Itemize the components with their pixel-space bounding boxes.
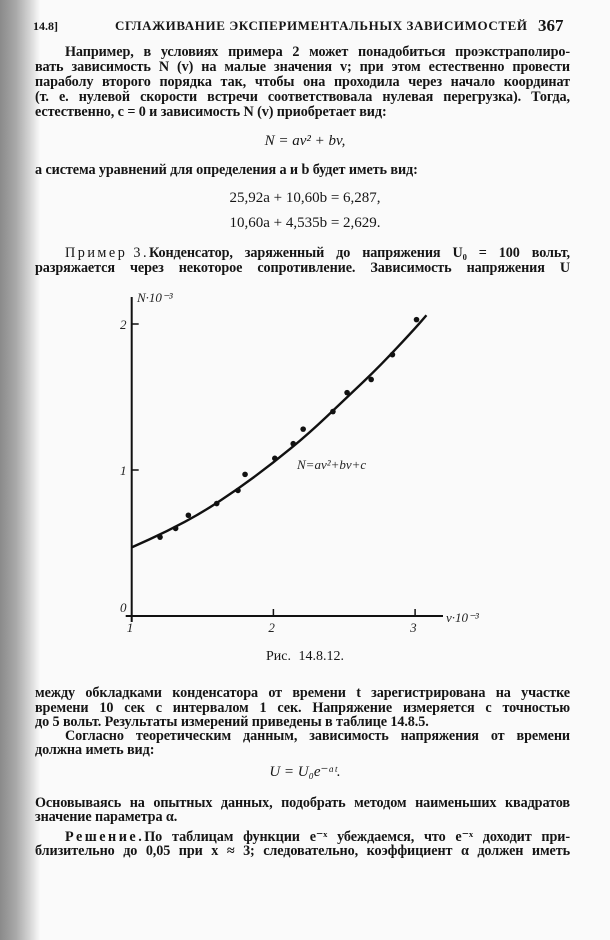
data-point	[300, 426, 306, 432]
text-span: Конденсатор, заряженный до напряжения U₀…	[149, 245, 570, 261]
text-line: должна иметь вид:	[35, 742, 155, 758]
text-line: близительно до 0,05 при x ≈ 3; следовате…	[35, 843, 570, 859]
fit-curve	[131, 314, 428, 549]
text-line: между обкладками конденсатора от времени…	[35, 685, 570, 701]
text-line: естественно, c = 0 и зависимость N (v) п…	[35, 104, 387, 120]
data-point	[272, 455, 278, 462]
text-line: значение параметра α.	[35, 809, 178, 825]
text-line: до 5 вольт. Результаты измерений приведе…	[35, 714, 429, 730]
running-title: СГЛАЖИВАНИЕ ЭКСПЕРИМЕНТАЛЬНЫХ ЗАВИСИМОСТ…	[115, 18, 528, 33]
text-line: параболу второго порядка так, чтобы она …	[35, 74, 570, 90]
equation: 25,92a + 10,60b = 6,287,	[229, 190, 381, 206]
x-tick-label: 2	[268, 620, 275, 635]
y-tick-label: 0	[120, 600, 127, 615]
equation: U = U₀e⁻ᵅᵗ.	[269, 764, 341, 780]
data-point	[344, 389, 350, 396]
equation: 10,60a + 4,535b = 2,629.	[229, 215, 381, 231]
data-point	[290, 440, 297, 447]
y-tick-label: 2	[120, 317, 127, 332]
section-number: 14.8]	[33, 19, 58, 33]
text-line: Согласно теоретическим данным, зависимос…	[65, 728, 570, 744]
text-line: Например, в условиях примера 2 может пон…	[65, 44, 570, 60]
data-point	[157, 534, 163, 540]
text-line: разряжается через некоторое сопротивлени…	[35, 260, 570, 276]
text-line: времени 10 сек с интервалом 1 сек. Напря…	[35, 700, 570, 716]
text-line: Решение. По таблицам функции e⁻ˣ убеждае…	[35, 829, 570, 845]
figure-caption: Рис. 14.8.12.	[266, 649, 344, 664]
page-number: 367	[538, 16, 564, 35]
text-line: Пример 3. Конденсатор, заряженный до нап…	[35, 245, 570, 261]
x-tick-label: 3	[409, 620, 417, 635]
data-point	[185, 512, 192, 519]
x-tick-label: 1	[127, 620, 134, 635]
text-line: вать зависимость N (v) на малые значения…	[35, 59, 570, 75]
data-point	[413, 316, 420, 323]
page-binding-shadow	[0, 0, 40, 940]
data-point	[242, 471, 248, 478]
x-axis-label: v·10⁻³	[446, 610, 480, 625]
example-label: Пример 3.	[65, 245, 149, 261]
data-point	[330, 408, 336, 415]
curve-annotation: N=av²+bv+c	[296, 457, 366, 472]
data-point	[213, 500, 220, 507]
data-point	[235, 487, 241, 494]
data-point	[172, 525, 179, 532]
data-point	[368, 376, 374, 383]
equation: N = av² + bv,	[264, 133, 346, 149]
solution-label: Решение.	[65, 829, 145, 845]
y-tick-label: 1	[120, 463, 127, 478]
text-span: По таблицам функции e⁻ˣ убеждаемся, что …	[144, 829, 570, 845]
text-line: а система уравнений для определения a и …	[35, 162, 418, 178]
text-line: Основываясь на опытных данных, подобрать…	[35, 795, 570, 811]
y-axis-label: N·10⁻³	[136, 290, 174, 305]
text-line: (т. е. нулевой скорости встречи соответс…	[35, 89, 570, 105]
data-point	[389, 351, 396, 358]
